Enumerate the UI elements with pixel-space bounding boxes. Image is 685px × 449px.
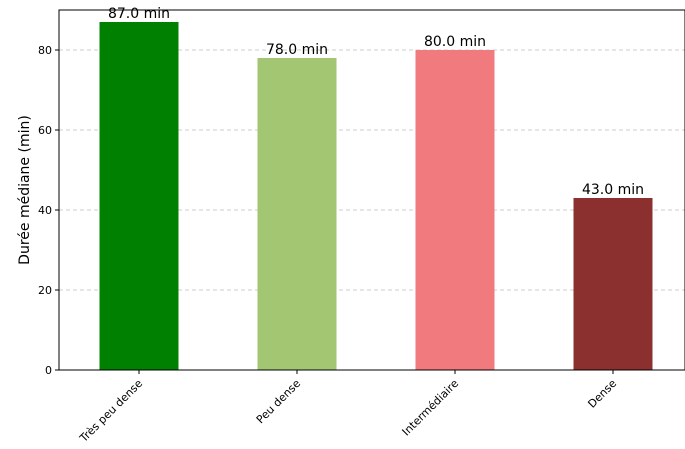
y-axis-label: Durée médiane (min) (17, 115, 33, 265)
y-tick-label: 0 (45, 364, 52, 377)
x-tick-label-1: Peu dense (254, 377, 303, 426)
y-tick-label: 40 (38, 204, 52, 217)
bars (99, 22, 653, 370)
x-tick-label-3: Dense (585, 377, 619, 411)
data-label-0: 87.0 min (108, 6, 170, 22)
data-label-1: 78.0 min (266, 42, 328, 58)
y-tick-label: 60 (38, 124, 52, 137)
y-axis: 0 20 40 60 80 (38, 44, 59, 377)
plot-frame (58, 9, 685, 371)
bar-0 (99, 22, 179, 370)
bar-1 (257, 58, 337, 370)
data-label-2: 80.0 min (424, 34, 486, 50)
x-tick-label-0: Très peu dense (77, 377, 146, 446)
bar-3 (573, 198, 653, 370)
bar-2 (415, 50, 495, 370)
y-tick-label: 80 (38, 44, 52, 57)
data-labels: 87.0 min 78.0 min 80.0 min 43.0 min (108, 6, 644, 198)
x-tick-label-2: Intermédiaire (400, 377, 462, 439)
y-tick-label: 20 (38, 284, 52, 297)
data-label-3: 43.0 min (582, 182, 644, 198)
x-axis: Très peu dense Peu dense Intermédiaire Dens… (77, 370, 619, 446)
